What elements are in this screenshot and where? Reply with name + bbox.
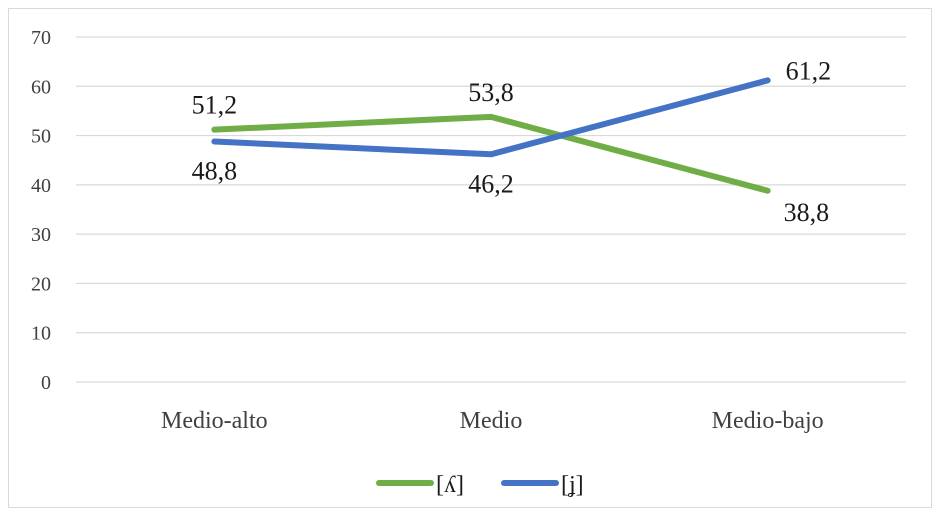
data-point — [211, 127, 217, 133]
data-point — [765, 77, 771, 83]
data-point — [211, 138, 217, 144]
y-tick-label: 20 — [31, 273, 51, 295]
data-label: 51,2 — [192, 91, 238, 120]
series-lines — [211, 77, 771, 194]
data-point — [488, 151, 494, 157]
y-tick-label: 60 — [31, 76, 51, 98]
y-tick-label: 10 — [31, 323, 51, 345]
y-axis-ticks: 0 10 20 30 40 50 60 70 — [31, 27, 51, 394]
data-label: 53,8 — [468, 78, 514, 107]
gridlines — [76, 36, 906, 383]
data-label: 46,2 — [468, 169, 514, 198]
y-tick-label: 40 — [31, 175, 51, 197]
x-axis-categories: Medio-alto Medio Medio-bajo — [161, 408, 824, 434]
data-label: 38,8 — [784, 198, 830, 227]
legend-label: [ʝ] — [561, 472, 584, 498]
y-tick-label: 30 — [31, 224, 51, 246]
x-category-label: Medio-bajo — [712, 408, 824, 434]
chart-frame — [8, 8, 932, 508]
y-tick-label: 50 — [31, 126, 51, 148]
legend-label: [ʎ] — [436, 472, 464, 498]
data-label: 48,8 — [192, 156, 238, 185]
x-category-label: Medio — [460, 408, 523, 434]
data-labels: 51,2 53,8 38,8 48,8 46,2 61,2 — [192, 56, 832, 226]
data-point — [488, 114, 494, 120]
y-tick-label: 0 — [41, 372, 51, 394]
y-tick-label: 70 — [31, 27, 51, 49]
x-category-label: Medio-alto — [161, 408, 268, 434]
legend: [ʎ] [ʝ] — [376, 472, 584, 498]
data-point — [765, 188, 771, 194]
data-label: 61,2 — [786, 56, 832, 85]
